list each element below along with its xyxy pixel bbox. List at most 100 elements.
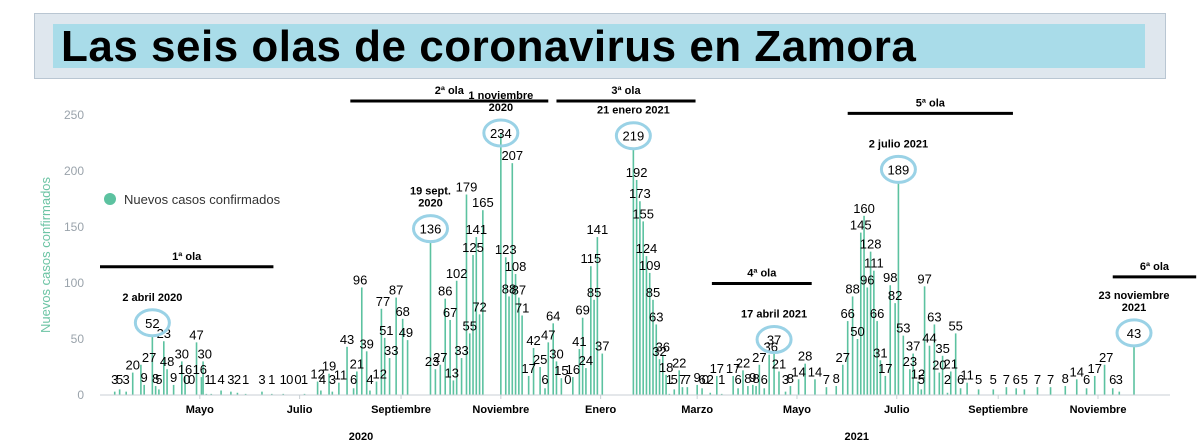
bar [406,340,409,395]
data-label: 71 [515,300,529,315]
data-label: 155 [632,206,654,221]
bar [696,384,698,395]
x-tick-label: Noviembre [1070,404,1127,416]
bar [884,375,887,395]
bar [555,361,558,395]
y-tick-label: 100 [64,276,84,290]
bar [532,347,535,395]
data-label: 85 [587,285,601,300]
bar [784,391,787,395]
peak-circle [755,325,793,355]
bar [590,266,592,395]
bar [763,388,766,395]
bar [482,210,484,395]
data-label: 66 [840,306,854,321]
data-label: 1 [268,372,275,387]
bar [665,374,667,395]
bar [668,393,671,395]
data-label: 8 [744,371,751,386]
bar [755,386,757,395]
peak-date-label: 2020 [418,198,442,210]
data-label: 17 [521,361,535,376]
bar [873,270,875,395]
data-label: 5 [671,372,678,387]
data-label: 6 [541,372,548,387]
data-label: 64 [546,308,560,323]
bar [596,237,599,395]
bar [210,393,213,395]
bar [511,163,514,395]
data-label: 5 [990,372,997,387]
bar [928,345,931,395]
data-label: 2 [944,372,951,387]
data-label: 160 [853,201,875,216]
data-label: 6 [734,372,741,387]
data-label: 6 [1083,372,1090,387]
data-label: 68 [395,304,409,319]
bar [686,387,689,395]
bar [444,298,447,395]
y-tick-label: 0 [77,388,84,402]
data-label: 124 [636,241,658,256]
data-label: 17 [710,361,724,376]
bar [902,335,905,395]
bar [261,391,263,395]
peak-circle [614,121,652,151]
peak-date-label: 2 abril 2020 [122,292,182,304]
x-tick-label: Noviembre [472,404,529,416]
data-label: 3 [329,372,336,387]
bar [758,364,761,395]
bar [732,375,734,395]
data-label: 32 [652,344,666,359]
data-label: 4 [366,372,373,387]
data-label: 16 [566,362,580,377]
bar [841,364,844,395]
x-tick-label: Julio [287,404,313,416]
data-label: 141 [465,222,487,237]
bar [375,381,378,395]
bar [835,386,838,395]
peak-circle [133,308,171,338]
x-tick-label: Mayo [186,404,214,416]
bar [1133,346,1135,395]
data-label: 179 [456,180,478,195]
data-label: 48 [160,354,174,369]
data-label: 7 [1034,372,1041,387]
wave-label: 2ª ola [435,85,465,97]
bar [154,386,157,395]
bar [652,299,654,395]
data-label: 13 [445,365,459,380]
bar [1036,387,1039,395]
data-label: 50 [850,324,864,339]
bar [716,375,718,395]
data-label: 18 [659,360,673,375]
data-label: 28 [798,349,812,364]
data-label: 35 [935,341,949,356]
bar [118,389,121,395]
bar [869,251,872,395]
peak-value: 219 [623,129,645,144]
bar [380,308,383,395]
title-highlight: Las seis olas de coronavirus en Zamora [53,22,1145,71]
x-tick-label: Septiembre [371,404,431,416]
legend: Nuevos casos confirmados [104,192,281,207]
wave-label: 5ª ola [916,97,946,109]
data-label: 1 [718,372,725,387]
waves-group: 1ª ola 2ª ola 3ª ola 4ª ola 5ª ola 6ª ola [100,85,1197,286]
bar [504,257,507,395]
data-label: 37 [906,339,920,354]
data-label: 0 [294,372,301,387]
bar [601,353,604,395]
data-label: 21 [944,356,958,371]
data-label: 123 [495,242,517,257]
bar [331,391,334,395]
bar [814,379,816,395]
bar [1111,388,1114,395]
data-label: 27 [1099,350,1113,365]
data-label: 14 [808,364,822,379]
bar [202,361,204,395]
peak-value: 43 [1127,326,1141,341]
data-label: 16 [193,362,207,377]
bar [789,386,792,395]
